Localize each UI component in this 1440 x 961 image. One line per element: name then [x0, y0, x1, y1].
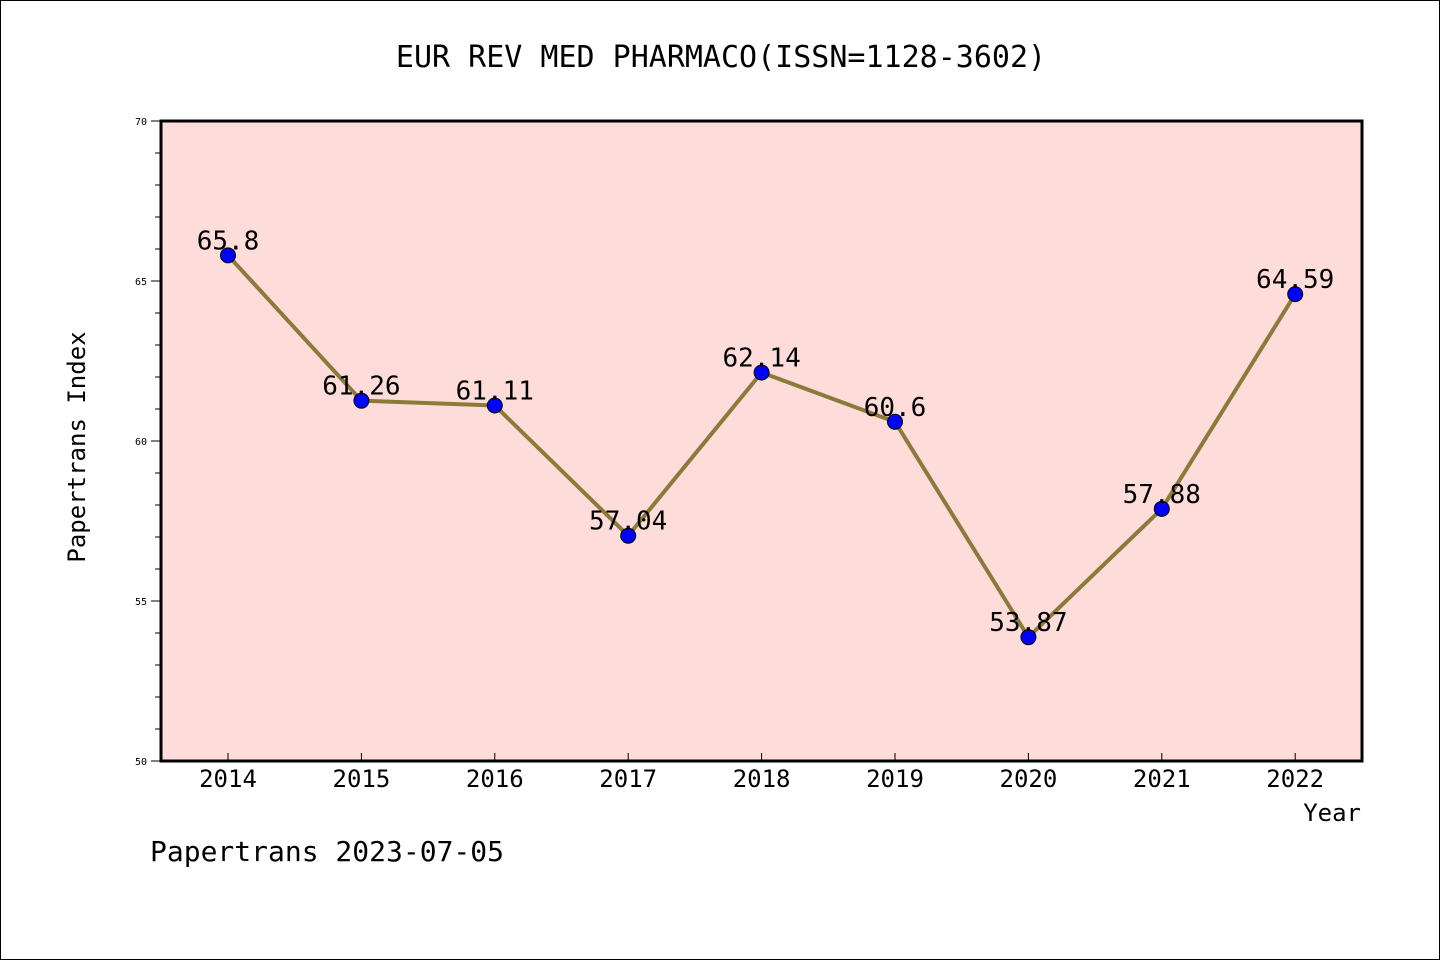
data-label: 57.04	[589, 507, 667, 537]
data-label: 61.11	[456, 376, 534, 406]
y-tick-label: 50	[135, 757, 147, 768]
y-axis-label: Papertrans Index	[63, 331, 91, 562]
x-axis-label: Year	[1303, 799, 1361, 827]
x-tick-label: 2020	[1000, 765, 1058, 793]
data-point	[1020, 629, 1037, 646]
data-point	[1287, 286, 1304, 303]
data-label: 57.88	[1123, 480, 1201, 510]
data-point	[753, 364, 770, 381]
data-point	[620, 527, 637, 544]
data-point	[887, 413, 903, 430]
x-axis-ticks: 2014 2015 2016 2017 2018 2019 2020 2021 2022	[199, 753, 1324, 793]
x-tick-label: 2017	[599, 765, 657, 793]
data-label: 62.14	[722, 344, 800, 374]
x-tick-label: 2016	[466, 765, 524, 793]
x-tick-label: 2018	[733, 765, 791, 793]
x-tick-label: 2015	[333, 765, 391, 793]
x-tick-label: 2019	[866, 765, 924, 793]
data-label: 61.26	[322, 372, 400, 402]
plot-area	[159, 119, 1364, 763]
x-tick-label: 2022	[1266, 765, 1324, 793]
chart-title: EUR REV MED PHARMACO(ISSN=1128-3602)	[396, 40, 1046, 75]
footer-text: Papertrans 2023-07-05	[150, 835, 505, 868]
data-label: 53.87	[989, 608, 1067, 638]
data-label: 60.6	[864, 393, 927, 423]
y-axis-ticks: 50 55 60 65 70	[135, 117, 161, 768]
y-tick-label: 60	[135, 437, 147, 448]
y-tick-label: 65	[135, 277, 147, 288]
y-tick-label: 70	[135, 117, 147, 128]
data-label: 64.59	[1256, 265, 1334, 295]
data-point	[486, 397, 503, 414]
data-markers	[220, 247, 1304, 646]
x-tick-label: 2014	[199, 765, 257, 793]
data-point	[353, 392, 370, 409]
x-tick-label: 2021	[1133, 765, 1191, 793]
data-labels: 65.8 61.26 61.11 57.04 62.14 60.6 53.87 57.88 64…	[197, 226, 1335, 638]
data-label: 65.8	[197, 226, 260, 256]
data-point	[1153, 500, 1170, 517]
data-point	[220, 247, 236, 264]
y-tick-label: 55	[135, 597, 147, 608]
